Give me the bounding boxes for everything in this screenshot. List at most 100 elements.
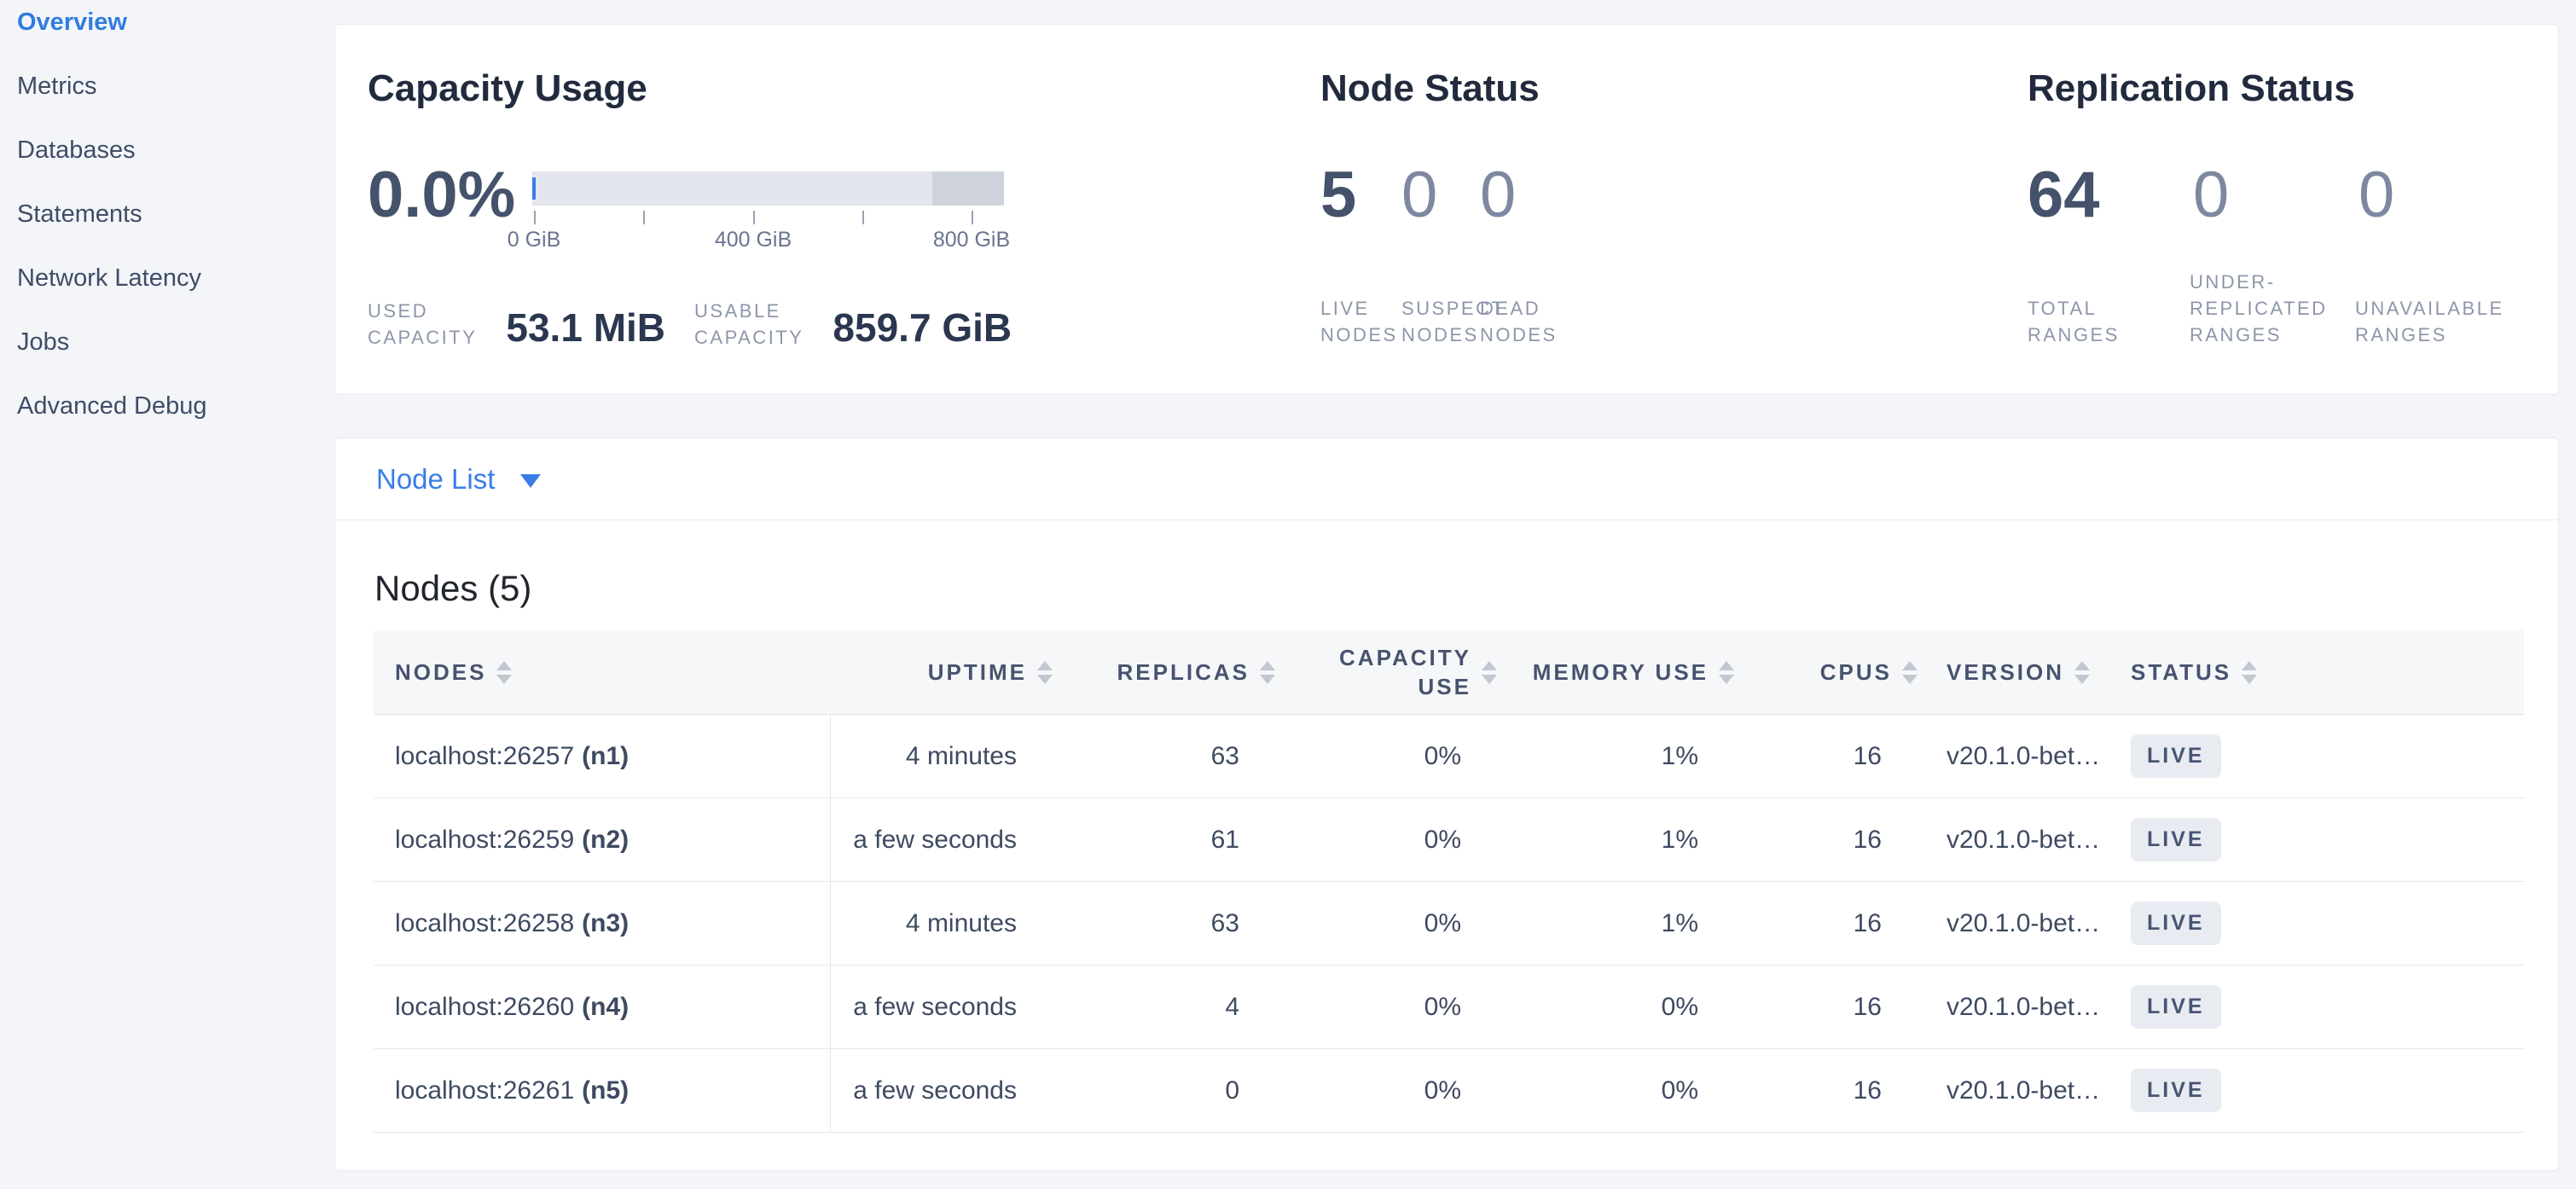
column-header-memory-use[interactable]: MEMORY USE <box>1461 630 1734 714</box>
gauge-tick <box>972 211 973 224</box>
sidebar: Overview Metrics Databases Statements Ne… <box>0 0 334 1189</box>
status-cell: LIVE <box>2122 966 2524 1048</box>
status-badge: LIVE <box>2131 1069 2221 1112</box>
gauge-tick-label: 800 GiB <box>932 228 1011 252</box>
uptime-cell: 4 minutes <box>905 908 1017 937</box>
used-capacity-value: 53.1 MiB <box>506 305 666 350</box>
node-status-title: Node Status <box>1320 67 1540 109</box>
caret-down-icon <box>520 474 542 488</box>
uptime-cell: 4 minutes <box>905 741 1017 770</box>
replicas-cell: 4 <box>1225 992 1239 1021</box>
usable-capacity-value: 859.7 GiB <box>833 305 1012 350</box>
sidebar-item-metrics[interactable]: Metrics <box>17 72 97 100</box>
capacity-use-cell: 0% <box>1424 741 1461 770</box>
capacity-use-cell: 0% <box>1424 825 1461 854</box>
replicas-cell: 0 <box>1225 1076 1239 1105</box>
sidebar-item-network-latency[interactable]: Network Latency <box>17 264 201 292</box>
cpus-cell: 16 <box>1853 992 1882 1021</box>
nodes-section-title: Nodes (5) <box>374 568 532 608</box>
sort-icon <box>496 660 513 684</box>
memory-use-cell: 0% <box>1661 1076 1698 1105</box>
column-header-capacity-use[interactable]: CAPACITY USE <box>1239 630 1497 714</box>
suspect-nodes-label: SUSPECT NODES <box>1401 298 1506 345</box>
sort-icon <box>1260 660 1275 684</box>
sort-icon <box>1037 660 1053 684</box>
table-row[interactable]: localhost:26261 (n5) a few seconds 0 0% 0… <box>374 1049 2524 1133</box>
memory-use-cell: 1% <box>1661 741 1698 770</box>
node-address-cell: localhost:26261 (n5) <box>374 1049 831 1132</box>
table-row[interactable]: localhost:26259 (n2) a few seconds 61 0% … <box>374 798 2524 882</box>
gauge-tick-label: 0 GiB <box>507 228 561 252</box>
capacity-stats: USED CAPACITY 53.1 MiB USABLE CAPACITY 8… <box>368 298 1012 352</box>
status-cell: LIVE <box>2122 798 2524 881</box>
uptime-cell: a few seconds <box>853 1076 1017 1105</box>
sidebar-item-advanced-debug[interactable]: Advanced Debug <box>17 392 207 420</box>
sidebar-item-overview[interactable]: Overview <box>17 9 127 36</box>
total-ranges-count: 64 <box>2028 159 2100 231</box>
live-nodes-count: 5 <box>1320 159 1357 231</box>
node-address-cell: localhost:26258 (n3) <box>374 882 831 965</box>
unavailable-ranges-count: 0 <box>2358 159 2395 231</box>
used-capacity-label: USED CAPACITY <box>368 300 478 348</box>
column-header-cpus[interactable]: CPUS <box>1698 630 1917 714</box>
uptime-cell: a few seconds <box>853 825 1017 854</box>
capacity-use-cell: 0% <box>1424 1076 1461 1105</box>
gauge-tick <box>534 211 536 224</box>
gauge-tick <box>862 211 864 224</box>
dead-nodes-count: 0 <box>1480 159 1517 231</box>
total-ranges-label: TOTAL RANGES <box>2028 298 2120 345</box>
capacity-gauge <box>532 171 1004 206</box>
column-header-version[interactable]: VERSION <box>1882 630 2122 714</box>
table-row[interactable]: localhost:26258 (n3) 4 minutes 63 0% 1% 1… <box>374 882 2524 966</box>
replicas-cell: 63 <box>1210 908 1239 937</box>
sidebar-item-statements[interactable]: Statements <box>17 200 142 228</box>
memory-use-cell: 1% <box>1661 908 1698 937</box>
sidebar-nav: Overview Metrics Databases Statements Ne… <box>17 5 207 453</box>
cpus-cell: 16 <box>1853 908 1882 937</box>
cluster-summary-card: Capacity Usage 0.0% 0 GiB 400 GiB 800 Gi… <box>334 24 2559 395</box>
replicas-cell: 61 <box>1210 825 1239 854</box>
node-address-cell: localhost:26260 (n4) <box>374 966 831 1048</box>
suspect-nodes-count: 0 <box>1401 159 1438 231</box>
version-cell: v20.1.0-bet… <box>1947 1076 2101 1105</box>
cpus-cell: 16 <box>1853 1076 1882 1105</box>
sort-icon <box>2074 660 2091 684</box>
sidebar-item-databases[interactable]: Databases <box>17 136 136 164</box>
sort-icon <box>2242 660 2258 684</box>
node-list-selector[interactable]: Node List <box>335 438 2558 520</box>
column-header-status[interactable]: STATUS <box>2122 630 2524 714</box>
memory-use-cell: 1% <box>1661 825 1698 854</box>
status-badge: LIVE <box>2131 734 2221 778</box>
capacity-use-cell: 0% <box>1424 992 1461 1021</box>
node-list-selector-label[interactable]: Node List <box>376 462 496 495</box>
status-badge: LIVE <box>2131 985 2221 1029</box>
version-cell: v20.1.0-bet… <box>1947 741 2101 770</box>
cpus-cell: 16 <box>1853 741 1882 770</box>
node-address-cell: localhost:26259 (n2) <box>374 798 831 881</box>
sidebar-item-jobs[interactable]: Jobs <box>17 328 70 356</box>
table-row[interactable]: localhost:26260 (n4) a few seconds 4 0% 0… <box>374 966 2524 1049</box>
table-row[interactable]: localhost:26257 (n1) 4 minutes 63 0% 1% 1… <box>374 715 2524 798</box>
dead-nodes-label: DEAD NODES <box>1480 298 1558 345</box>
sort-icon <box>1719 660 1734 684</box>
column-header-nodes[interactable]: NODES <box>374 630 831 714</box>
gauge-tick-label: 400 GiB <box>714 228 792 252</box>
replication-status-title: Replication Status <box>2028 67 2355 109</box>
under-replicated-ranges-count: 0 <box>2193 159 2230 231</box>
gauge-tick <box>753 211 755 224</box>
nodes-table-header: NODES UPTIME REPLICAS CAPACITY USE MEMOR… <box>374 630 2524 715</box>
capacity-gauge-nonusable-segment <box>932 171 1004 206</box>
column-header-uptime[interactable]: UPTIME <box>831 630 1053 714</box>
status-cell: LIVE <box>2122 882 2524 965</box>
column-header-replicas[interactable]: REPLICAS <box>1017 630 1275 714</box>
replicas-cell: 63 <box>1210 741 1239 770</box>
node-address-cell: localhost:26257 (n1) <box>374 715 831 798</box>
gauge-tick <box>643 211 645 224</box>
version-cell: v20.1.0-bet… <box>1947 908 2101 937</box>
status-badge: LIVE <box>2131 818 2221 861</box>
sort-icon <box>1902 660 1917 684</box>
under-replicated-ranges-label: UNDER- REPLICATED RANGES <box>2190 271 2328 345</box>
status-badge: LIVE <box>2131 902 2221 945</box>
memory-use-cell: 0% <box>1661 992 1698 1021</box>
